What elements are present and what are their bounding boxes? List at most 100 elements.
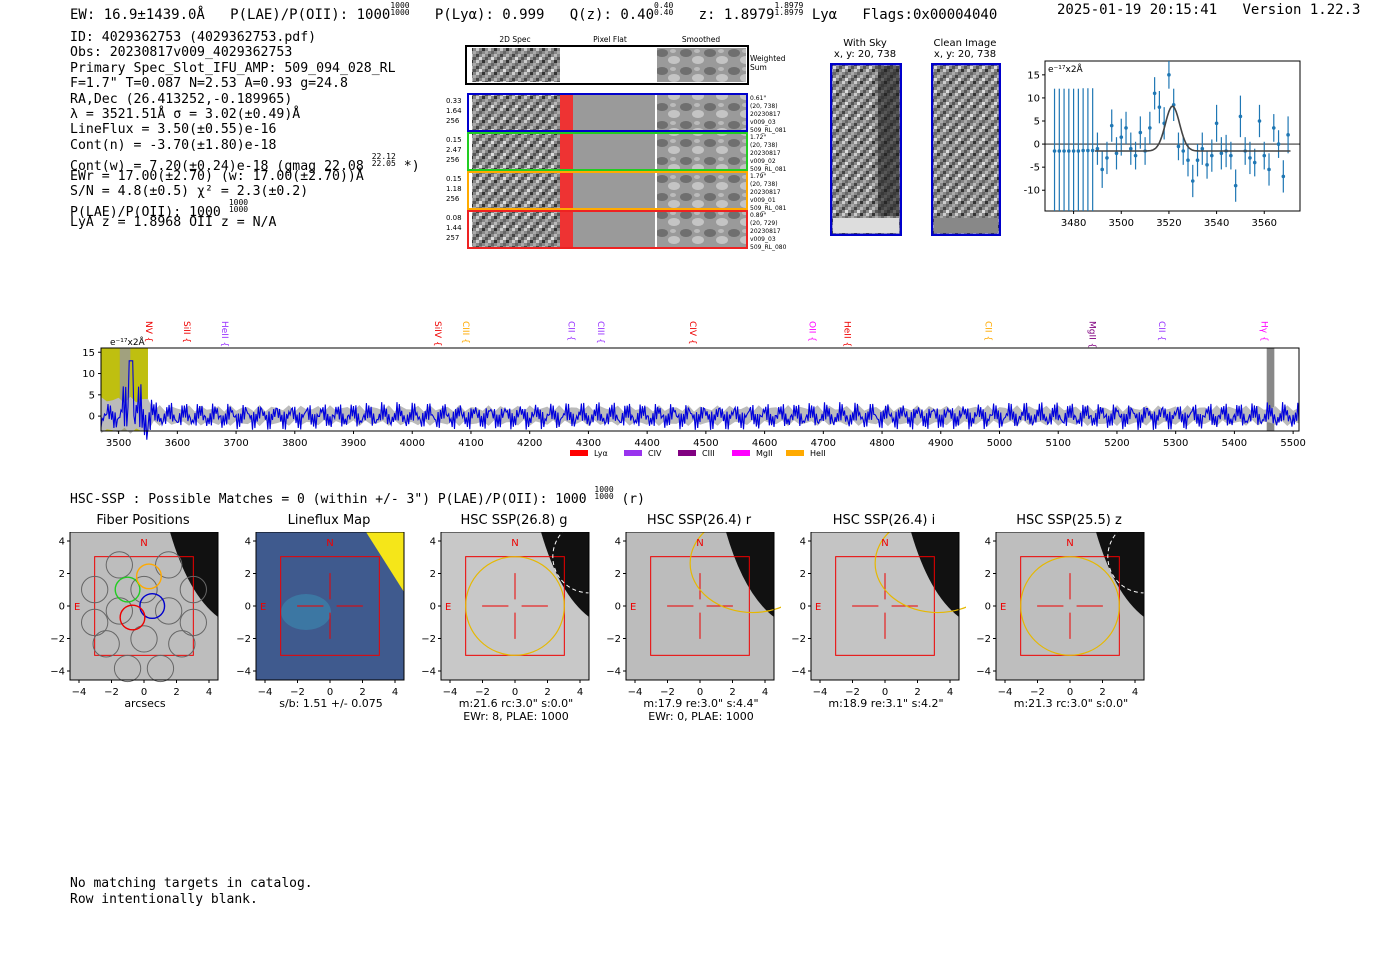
footer-line-1: No matching targets in catalog. xyxy=(70,876,313,891)
qz-value: Q(z): 0.40 xyxy=(569,7,655,23)
full-xtick-label: 3900 xyxy=(341,438,366,449)
fiber-circle xyxy=(155,597,183,625)
full-masked-band-hg xyxy=(1266,348,1275,431)
hsc-ytick-label: −2 xyxy=(976,634,991,645)
fiber-circle xyxy=(81,608,109,637)
version: Version 1.22.3 xyxy=(1242,2,1361,18)
search-box xyxy=(650,556,750,656)
east-label: E xyxy=(630,602,636,613)
hsc-xtick-label: 4 xyxy=(947,687,953,698)
col-smoothed: Smoothed xyxy=(682,35,721,44)
cutout-right-0-3: v009_03 xyxy=(750,119,776,126)
full-xtick-label: 5000 xyxy=(987,438,1012,449)
hsc-panel-caption-0: arcsecs xyxy=(50,697,240,710)
cutout-flat-3 xyxy=(573,211,655,248)
hsc-ytick-label: −4 xyxy=(606,667,621,678)
hsc-ytick-label: 0 xyxy=(430,602,436,613)
zoom-xtick-label: 3540 xyxy=(1204,218,1229,229)
cutout-flat-0 xyxy=(573,94,655,131)
zoom-point xyxy=(1210,153,1214,158)
cutout-left-1-1: 2.47 xyxy=(446,146,462,154)
full-xtick-label: 5200 xyxy=(1104,438,1129,449)
fiber-highlight xyxy=(119,604,146,631)
zoom-point xyxy=(1219,151,1224,156)
hsc-ytick-label: 0 xyxy=(800,602,806,613)
cutout-sep-2 xyxy=(655,172,657,209)
with-sky-label: With Sky xyxy=(843,38,887,49)
info-sn: S/N = 4.8(±0.5) χ² = 2.3(±0.2) xyxy=(70,183,309,199)
legend-swatch xyxy=(570,450,588,456)
hsc-xtick-label: 0 xyxy=(327,687,333,698)
cutout-left-3-2: 257 xyxy=(446,234,459,242)
full-xtick-label: 4100 xyxy=(458,438,483,449)
east-label: E xyxy=(445,602,451,613)
cutout-flat-2 xyxy=(573,172,655,209)
fiber-highlight xyxy=(114,576,141,603)
cutout-2d-2 xyxy=(472,172,560,209)
hsc-ytick-label: −2 xyxy=(421,634,436,645)
hsc-xtick-label: 2 xyxy=(173,687,179,698)
zoom-point xyxy=(1076,149,1081,153)
fiber-circle xyxy=(179,575,207,604)
hsc-ytick-label: 4 xyxy=(245,537,251,548)
cutout-sep-0 xyxy=(655,94,657,131)
full-xtick-label: 5100 xyxy=(1045,438,1070,449)
info-lambda: λ = 3521.51Å σ = 3.02(±0.49)Å xyxy=(70,106,301,122)
hsc-summary-hi: 1000 xyxy=(594,485,614,494)
hsc-ytick-label: 4 xyxy=(430,537,436,548)
zoom-ytick-label: -5 xyxy=(1030,163,1040,174)
zoom-point xyxy=(1157,105,1162,109)
contw-end: *) xyxy=(403,159,420,175)
cutout-left-2-0: 0.15 xyxy=(446,175,462,183)
hsc-xtick-label: −2 xyxy=(660,687,675,698)
aperture-ellipse xyxy=(465,556,565,656)
cutout-right-0-4: 509_RL_081 xyxy=(750,127,787,134)
aperture-ellipse xyxy=(1020,556,1120,656)
cutout-right-3-3: v009_03 xyxy=(750,236,776,243)
cutout-right-3-4: 509_RL_080 xyxy=(750,244,787,251)
fiber-circle xyxy=(155,551,183,579)
zoom-ytick-label: 10 xyxy=(1027,93,1040,104)
cutout-right-2-4: 509_RL_081 xyxy=(750,205,787,212)
line-marker-label: CIII { xyxy=(460,321,470,344)
plae-text: P(LAE)/P(OII): 1000 xyxy=(70,205,221,221)
zoom-point xyxy=(1205,163,1209,167)
zoom-line-chart: 15 10 5 0 -5 -10 3480 3500 3520 3540 3560 e⁻¹⁷x2Å xyxy=(1024,60,1301,229)
hsc-panel-2: N E 4 2 0 −2 −4 −4 −2 0 2 4 xyxy=(421,532,596,698)
legend-swatch xyxy=(732,450,750,456)
clean-image-title: Clean Image x, y: 20, 738 xyxy=(925,38,1005,60)
full-unit-label: e⁻¹⁷x2Å xyxy=(110,336,146,348)
zoom-point xyxy=(1124,126,1128,130)
line-marker-label: OII { xyxy=(806,321,816,342)
hsc-xtick-label: 4 xyxy=(577,687,583,698)
zoom-point xyxy=(1252,160,1257,165)
timestamp: 2025-01-19 20:15:41 xyxy=(1057,2,1218,18)
bright-star-region xyxy=(170,532,218,617)
full-ytick-label: 10 xyxy=(82,369,95,380)
legend-swatch xyxy=(624,450,642,456)
hsc-panel-title-2: HSC SSP(26.8) g xyxy=(460,513,568,528)
cutout-frame-0 xyxy=(467,93,748,132)
cutout-frame-2 xyxy=(467,171,748,210)
col-2d-spec: 2D Spec xyxy=(499,35,530,44)
hsc-ytick-label: 0 xyxy=(245,602,251,613)
col-pixel-flat: Pixel Flat xyxy=(593,35,627,44)
zoom-point xyxy=(1100,167,1104,172)
zoom-point xyxy=(1238,114,1243,119)
cutout-right-1-2: 20230817 xyxy=(750,150,781,157)
hsc-ytick-label: −4 xyxy=(236,667,251,678)
full-xtick-label: 4700 xyxy=(811,438,836,449)
zoom-xtick-label: 3480 xyxy=(1061,218,1086,229)
fiber-circle xyxy=(105,597,133,625)
cutout-left-2-1: 1.18 xyxy=(446,185,462,193)
hsc-xtick-label: −2 xyxy=(290,687,305,698)
hsc-ytick-label: −4 xyxy=(791,667,806,678)
hsc-xtick-label: −4 xyxy=(72,687,87,698)
fiber-circle xyxy=(179,608,207,637)
zoom-xtick-label: 3520 xyxy=(1156,218,1181,229)
hsc-caption-line1: m:21.6 rc:3.0" s:0.0" xyxy=(458,697,574,710)
zoom-point xyxy=(1057,149,1062,153)
zoom-point xyxy=(1281,174,1286,179)
hsc-panel-1: N E 4 2 0 −2 −4 −4 −2 0 2 4 xyxy=(236,532,405,698)
zoom-point xyxy=(1257,119,1262,123)
